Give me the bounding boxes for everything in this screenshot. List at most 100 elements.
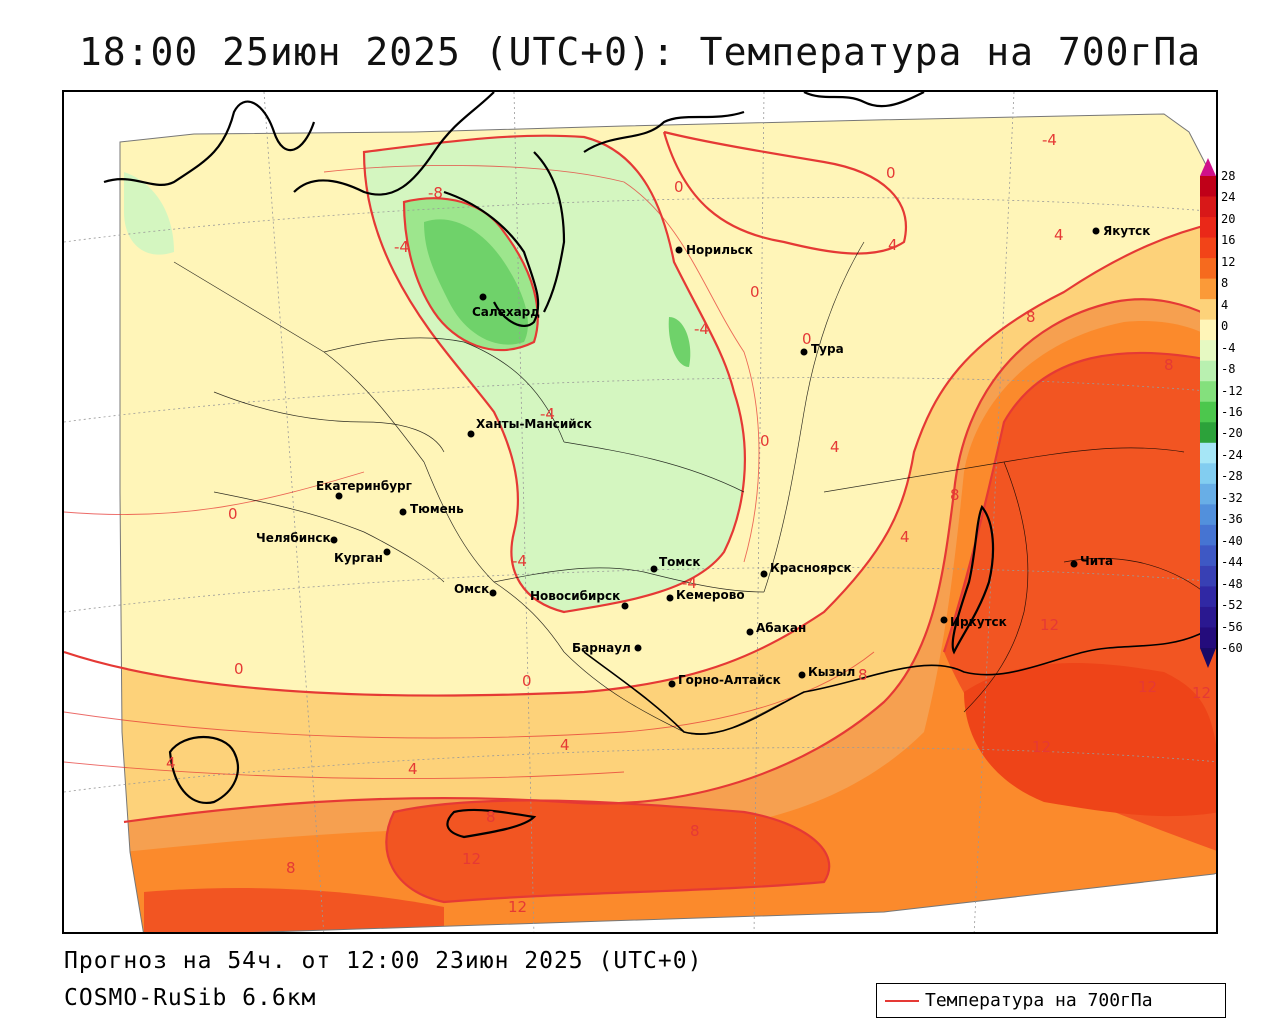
city-irkutsk[interactable]: Иркутск [940,615,1007,629]
city-kyzyl[interactable]: Кызыл [798,665,856,679]
city-label: Абакан [756,621,806,635]
colorbar-top-arrow [1200,158,1216,176]
colorbar-swatch [1200,217,1216,239]
isotherm-minus4 [362,134,747,614]
colorbar-label: -12 [1221,383,1243,398]
colorbar-swatch [1200,278,1216,300]
city-abakan[interactable]: Абакан [746,621,807,636]
contour-label: 0 [750,283,760,301]
map-area[interactable]: Норильск Якутск Салехард Тура Ханты-Манс… [62,90,1218,934]
colorbar-swatch [1200,524,1216,546]
contour-label: 12 [462,850,481,868]
colorbar-label: 24 [1221,190,1236,205]
colorbar-label: -40 [1221,533,1243,548]
contour-label: -8 [428,184,443,202]
city-label: Тюмень [410,502,464,516]
cities: Норильск Якутск Салехард Тура Ханты-Манс… [256,224,1150,688]
colorbar-label: -48 [1221,576,1243,591]
coast-caspian-north [168,735,239,804]
band-12-southwest [144,887,444,932]
city-krasnoyarsk[interactable]: Красноярск [760,561,852,578]
city-yekaterinburg[interactable]: Екатеринбург [316,479,412,500]
colorbar-swatch [1200,586,1216,608]
coast-taimyr [583,110,745,153]
city-norilsk[interactable]: Норильск [675,243,753,257]
contour-label: 4 [830,438,840,456]
city-label: Норильск [686,243,753,257]
model-name: COSMO-RuSib 6.6км [64,985,317,1011]
colorbar-bottom-arrow [1200,648,1216,668]
city-khanty-mansiysk[interactable]: Ханты-Мансийск [467,417,592,438]
contour-label: -4 [394,238,409,256]
colorbar-label: 8 [1221,276,1229,291]
colorbar-label: 28 [1221,169,1236,183]
contour-label: 8 [1164,356,1174,374]
contour-label: 12 [1138,678,1157,696]
city-label: Омск [454,582,489,596]
city-label: Томск [659,555,701,569]
coast-kola [103,100,316,186]
contour-label: 0 [760,432,770,450]
colorbar-label: -60 [1221,641,1243,655]
contour-label: 8 [486,808,496,826]
colorbar-swatch [1200,627,1216,649]
contour-label: 12 [1040,616,1059,634]
city-label: Барнаул [572,641,631,655]
band-12-southeast [964,663,1216,817]
city-omsk[interactable]: Омск [454,582,497,597]
contour-label: 4 [888,236,898,254]
city-label: Тура [811,342,844,356]
city-label: Ханты-Мансийск [476,417,592,431]
contour-labels: -4 -8 -4 0 0 4 4 0 -4 0 4 -4 0 0 0 4 -4 … [166,131,1211,916]
colorbar-swatch [1200,504,1216,526]
city-kemerovo[interactable]: Кемерово [666,588,745,602]
city-chelyabinsk[interactable]: Челябинск [256,531,338,545]
contour-label: -4 [1042,131,1057,149]
isotherm-12-south [385,799,831,904]
contour-label: 8 [690,822,700,840]
city-kurgan[interactable]: Курган [334,548,391,566]
coast-gulf-ob [443,190,540,328]
contour-label: 4 [1054,226,1064,244]
colorbar-swatch [1200,299,1216,321]
contour-label: 0 [674,178,684,196]
map-title: 18:00 25июн 2025 (UTC+0): Температура на… [78,30,1202,74]
city-label: Горно-Алтайск [678,673,781,687]
colorbar-swatch [1200,606,1216,628]
colorbar-label: -4 [1221,340,1236,355]
city-tomsk[interactable]: Томск [650,555,701,573]
band-12-south [386,800,830,902]
city-chita[interactable]: Чита [1070,554,1114,568]
city-tyumen[interactable]: Тюмень [399,502,465,516]
colorbar-swatch [1200,360,1216,382]
city-label: Новосибирск [530,589,620,603]
city-label: Курган [334,551,383,565]
contour-label: 4 [166,754,176,772]
city-barnaul[interactable]: Барнаул [572,641,642,655]
city-salekhard[interactable]: Салехард [472,293,540,320]
city-label: Екатеринбург [316,479,412,493]
colorbar-label: 4 [1221,297,1229,312]
colorbar-swatch [1200,401,1216,423]
colorbar-swatch [1200,422,1216,444]
coastlines [103,92,995,839]
city-label: Челябинск [256,531,331,545]
city-label: Кызыл [808,665,855,679]
city-yakutsk[interactable]: Якутск [1092,224,1151,238]
contour-label: 12 [1032,738,1051,756]
city-label: Кемерово [676,588,745,602]
graticule [64,92,1216,932]
city-novosibirsk[interactable]: Новосибирск [530,589,629,610]
colorbar-label: -44 [1221,555,1243,570]
city-gorno-altaysk[interactable]: Горно-Алтайск [668,673,781,688]
contour-label: -4 [682,574,697,592]
colorbar-swatch [1200,442,1216,464]
legend: Температура на 700гПа [876,983,1226,1018]
isotherm-4 [64,221,1216,697]
city-tura[interactable]: Тура [800,342,844,356]
colorbar-swatch [1200,196,1216,218]
temperature-field [120,114,1216,932]
city-label: Красноярск [770,561,852,575]
contour-label: 12 [1192,684,1211,702]
contour-label: 8 [950,486,960,504]
